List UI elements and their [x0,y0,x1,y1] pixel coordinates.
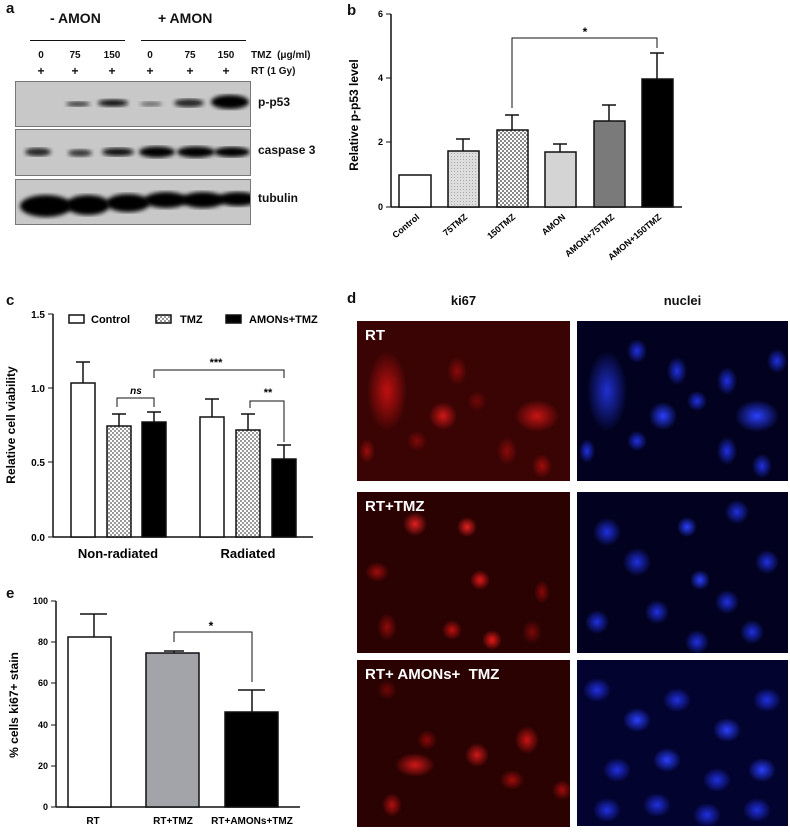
row-label-rt-tmz: RT+TMZ [365,498,425,515]
ytick: 4 [378,73,383,83]
blot-label-tubulin: tubulin [258,191,298,205]
group-divider-plus [141,40,246,41]
significance-star: * [583,25,588,39]
blot-label-p-p53: p-p53 [258,95,291,109]
blot-p-p53 [15,81,251,127]
xtick-radiated: Radiated [221,546,276,561]
xtick: 75TMZ [441,212,470,238]
y-axis-label: Relative p-p53 level [347,59,361,170]
y-axis-label: Relative cell viability [4,366,18,484]
group-label-plus-amon: + AMON [158,10,213,26]
xtick-rt-tmz: RT+TMZ [153,816,193,827]
xtick-rt-amons-tmz: RT+AMONs+TMZ [211,816,293,827]
chart-e-ki67: 100 80 60 40 20 0 % cells ki67+ stain * … [7,596,300,827]
blot-bands [20,192,250,217]
rt-value: + [71,64,79,78]
xtick: AMON [540,212,567,237]
xtick: 150TMZ [485,212,517,242]
blot-bands [66,95,249,109]
rt-value: + [146,64,154,78]
rt-value: + [222,64,230,78]
significance-three-star: *** [210,357,224,369]
svg-text:1.0: 1.0 [31,384,45,395]
group-divider-minus [30,40,125,41]
ytick: 2 [378,137,383,147]
svg-text:40: 40 [38,720,48,730]
blot-label-caspase-3: caspase 3 [258,143,316,157]
tmz-value: 75 [69,50,81,61]
legend-tmz: TMZ [180,314,203,326]
rt-value: + [186,64,194,78]
svg-text:0.0: 0.0 [31,533,45,544]
tmz-value: 75 [184,50,196,61]
legend-control: Control [91,314,130,326]
row-label-rt: RT [365,327,385,344]
micrograph-rt-nuclei [577,321,788,481]
svg-text:1.5: 1.5 [31,310,45,321]
micrograph-rt-tmz-ki67: RT+TMZ [357,492,570,653]
rt-value: + [37,64,45,78]
svg-text:80: 80 [38,637,48,647]
svg-text:0: 0 [43,802,48,812]
ytick: 0 [378,202,383,212]
micrograph-rt-amons-tmz-nuclei [577,660,788,826]
blot-tubulin [15,179,251,225]
panel-letter-b: b [347,2,357,19]
ytick: 6 [378,9,383,19]
significance-two-star: ** [264,387,273,399]
chart-b-p53: 6 4 2 0 Relative p-p53 level * Control 7… [347,9,682,262]
chart-c-viability: 1.5 1.0 0.5 0.0 Relative cell viability … [4,310,318,561]
significance-star: * [209,619,214,633]
panel-letter-e: e [6,585,15,602]
legend-amons-tmz: AMONs+TMZ [249,314,318,326]
row-label-rt-amons-tmz: RT+ AMONs+ TMZ [365,666,500,683]
tmz-value: 150 [217,50,235,61]
panel-letter-a: a [6,0,15,17]
svg-text:100: 100 [33,596,48,606]
panel-letter-d: d [347,290,357,307]
micrograph-rt-ki67: RT [357,321,570,481]
xtick-rt: RT [86,816,99,827]
tmz-value: 150 [103,50,121,61]
rt-value: + [108,64,116,78]
svg-text:0.5: 0.5 [31,458,45,469]
rt-label: RT (1 Gy) [251,66,296,77]
significance-ns: ns [130,386,142,397]
y-axis-label: % cells ki67+ stain [7,652,21,758]
column-header-ki67: ki67 [450,293,477,308]
tmz-value: 0 [147,50,153,61]
svg-text:20: 20 [38,761,48,771]
xtick: Control [390,212,421,240]
panel-letter-c: c [6,292,15,309]
blot-bands [25,146,250,158]
tmz-value: 0 [38,50,44,61]
micrograph-rt-amons-tmz-ki67: RT+ AMONs+ TMZ [357,660,570,827]
group-label-minus-amon: - AMON [50,10,101,26]
tmz-label: TMZ (μg/ml) [251,50,311,61]
svg-text:60: 60 [38,678,48,688]
xtick-non-radiated: Non-radiated [78,546,158,561]
micrograph-rt-tmz-nuclei [577,492,788,653]
blot-caspase-3 [15,129,251,176]
column-header-nuclei: nuclei [663,293,702,308]
